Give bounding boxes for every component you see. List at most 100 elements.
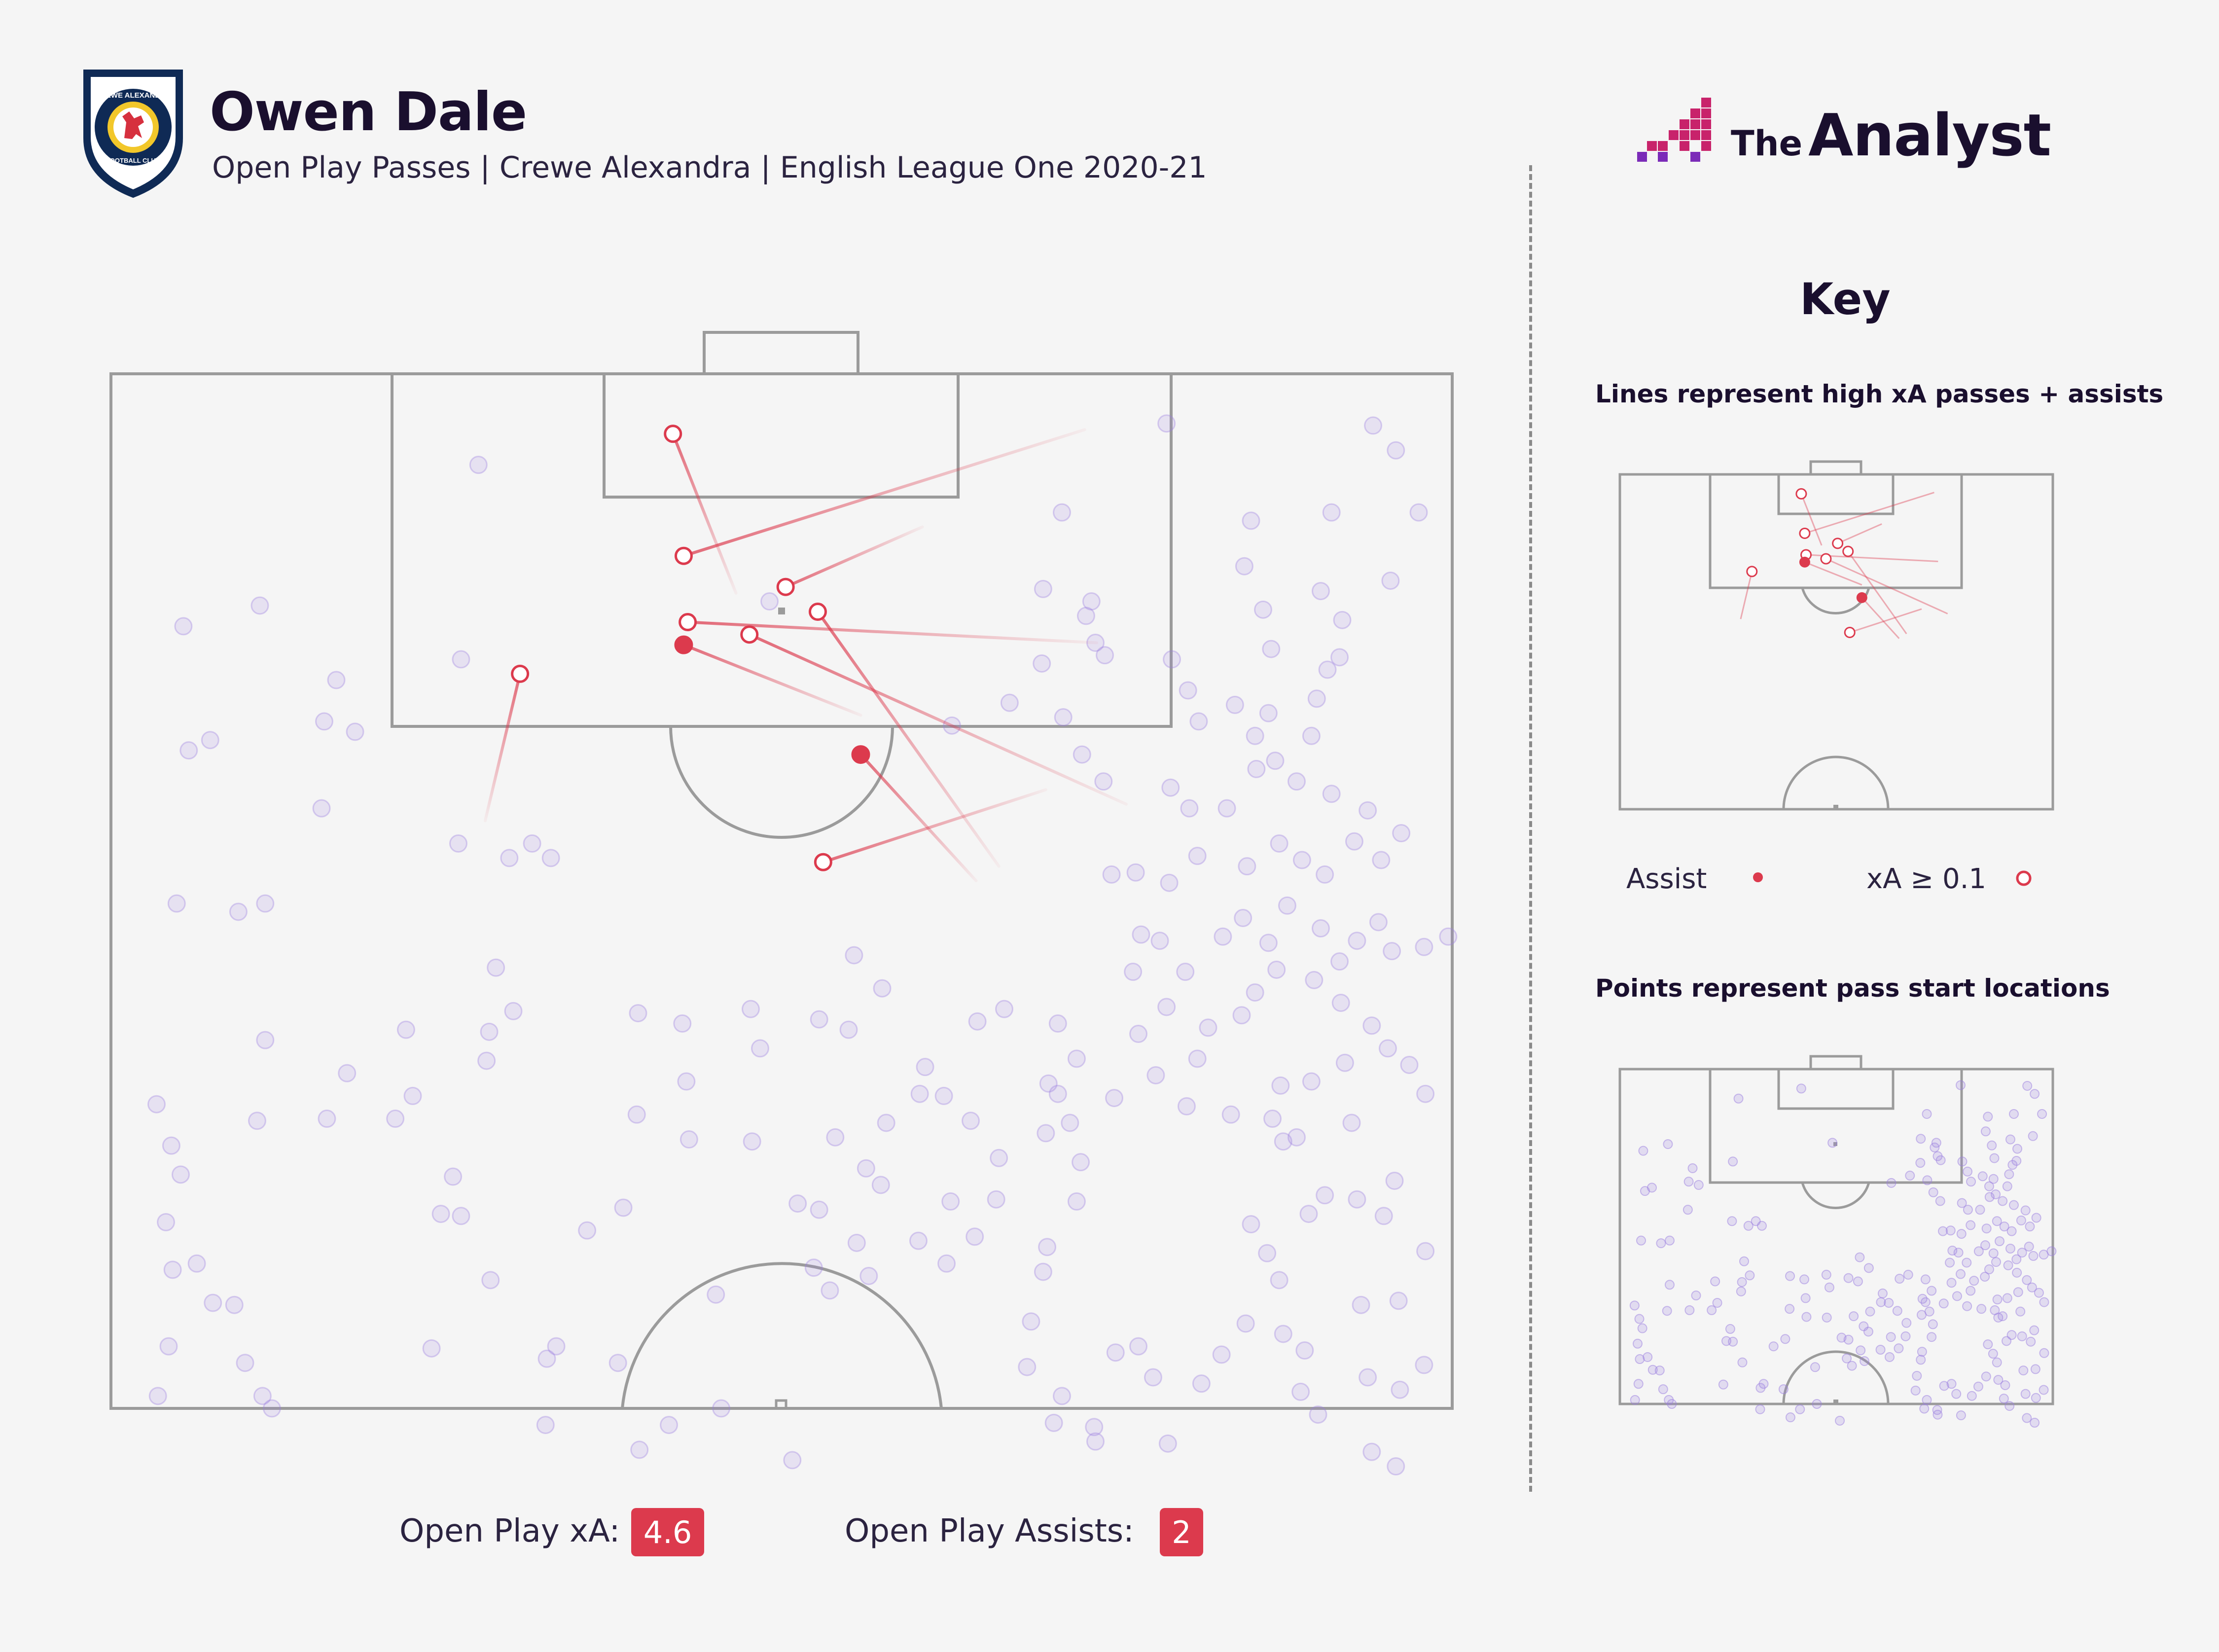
pass-start-point (1052, 1387, 1071, 1405)
key-pass-start-point (1999, 1221, 2009, 1232)
pass-start-point (1179, 681, 1197, 700)
pass-start-point (163, 1260, 182, 1279)
key-pass-start-point (1912, 1370, 1922, 1381)
pass-start-point (1189, 712, 1208, 731)
pass-start-point (909, 1231, 928, 1250)
key-pass-start-point (1843, 1273, 1854, 1283)
key-pass-start-point (1993, 1375, 2004, 1385)
key-pass-start-point (1860, 1356, 1870, 1366)
key-pass-start-point (1710, 1276, 1720, 1287)
key-pass-start-point (1718, 1379, 1728, 1390)
pass-start-point (262, 1399, 281, 1418)
pass-start-point (403, 1086, 422, 1105)
key-high-xa-marker (1795, 488, 1807, 500)
key-pass-start-point (1937, 1226, 1948, 1236)
key-pass-start-point (1931, 1138, 1941, 1148)
key-pass-start-point (1928, 1319, 1938, 1329)
pass-start-point (1235, 557, 1253, 575)
pass-start-point (1085, 1418, 1104, 1437)
pass-start-point (1299, 1205, 1318, 1223)
pass-start-point (346, 722, 364, 741)
pass-start-point (751, 1039, 769, 1058)
key-pass-start-point (1945, 1257, 1955, 1268)
key-pass-start-point (1785, 1271, 1795, 1281)
pass-start-point (1400, 1055, 1419, 1074)
pass-start-point (741, 1000, 760, 1018)
key-pass-start-point (1821, 1269, 1831, 1280)
pass-start-point (1129, 1337, 1148, 1356)
pass-start-point (1345, 832, 1363, 851)
pass-start-point (431, 1205, 450, 1223)
pass-start-point (386, 1110, 405, 1128)
brand-name: Analyst (1808, 101, 2051, 169)
pass-start-point (1096, 646, 1114, 665)
key-pass-start-point (1927, 1332, 1937, 1342)
key-pass-start-point (1886, 1332, 1896, 1342)
key-pass-start-point (1636, 1235, 1646, 1246)
pass-start-point (167, 894, 186, 913)
high-xa-marker (664, 425, 682, 443)
pass-start-point (537, 1349, 556, 1368)
key-pass-start-point (1683, 1177, 1694, 1187)
pass-start-point (627, 1105, 646, 1124)
key-pass-start-point (1916, 1134, 1926, 1144)
pass-start-point (536, 1416, 555, 1435)
key-pass-start-point (1988, 1248, 1999, 1258)
key-pass-start-point (1916, 1355, 1926, 1365)
key-pass-start-point (1992, 1357, 2002, 1367)
key-pass-start-point (2030, 1418, 2040, 1428)
key-pass-start-point (2039, 1348, 2049, 1358)
pass-start-point (1274, 1132, 1292, 1151)
key-pass-start-point (1935, 1155, 1946, 1165)
pass-start-point (452, 650, 470, 669)
pass-start-point (941, 1192, 960, 1211)
pass-line (822, 788, 1047, 864)
pass-start-point (1392, 824, 1411, 843)
key-pass-start-point (2046, 1246, 2057, 1257)
brand-wordmark: The Analyst (1731, 101, 2051, 169)
pass-start-point (1359, 801, 1377, 820)
key-pass-start-point (2012, 1267, 2022, 1278)
stat-xa-badge: 4.6 (631, 1508, 704, 1556)
key-pass-start-point (1785, 1412, 1795, 1423)
crest-text-bottom: FOOTBALL CLUB (106, 157, 160, 164)
penalty-spot (778, 608, 785, 614)
pass-start-point (810, 1010, 828, 1029)
key-pass-start-point (1751, 1216, 1761, 1226)
pass-start-point (629, 1004, 647, 1023)
pass-start-point (1242, 511, 1260, 530)
pass-start-point (1258, 1244, 1277, 1262)
section-divider (1529, 165, 1532, 1492)
pass-start-point (1263, 1110, 1282, 1128)
key-pass-start-point (1998, 1311, 2008, 1322)
pass-start-point (504, 1002, 523, 1020)
key-pass-start-point (2011, 1254, 2022, 1264)
penalty-arc (669, 726, 894, 839)
pass-start-point (481, 1271, 500, 1290)
key-pass-start-point (2022, 1080, 2033, 1091)
pass-start-point (630, 1440, 649, 1459)
key-pass-start-point (1976, 1304, 1987, 1314)
legend-xa-label: xA ≥ 0.1 (1866, 863, 1987, 895)
key-pass-start-point (1966, 1220, 1976, 1230)
key-pass-start-point (2015, 1306, 2026, 1317)
pass-start-point (248, 1112, 266, 1130)
key-pass-start-point (2039, 1297, 2049, 1307)
key-pass-start-point (1933, 1409, 1943, 1420)
key-pass-start-point (2027, 1282, 2037, 1293)
key-pass-start-point (1977, 1171, 1988, 1182)
key-pass-start-point (2004, 1401, 2015, 1411)
key-pass-start-point (1922, 1109, 1932, 1119)
pass-line (682, 643, 862, 717)
pass-start-point (1271, 1076, 1290, 1095)
pass-start-point (1307, 689, 1326, 708)
pass-start-point (162, 1136, 180, 1155)
pass-start-point (1335, 1053, 1354, 1072)
key-pass-start-point (2017, 1331, 2027, 1341)
key-pass-start-point (1736, 1286, 1746, 1296)
pass-start-point (660, 1416, 679, 1435)
key-pass-start-point (1895, 1274, 1905, 1284)
pass-line (671, 432, 738, 595)
key-pass-start-point (1947, 1246, 1958, 1256)
pass-start-point (251, 596, 269, 615)
